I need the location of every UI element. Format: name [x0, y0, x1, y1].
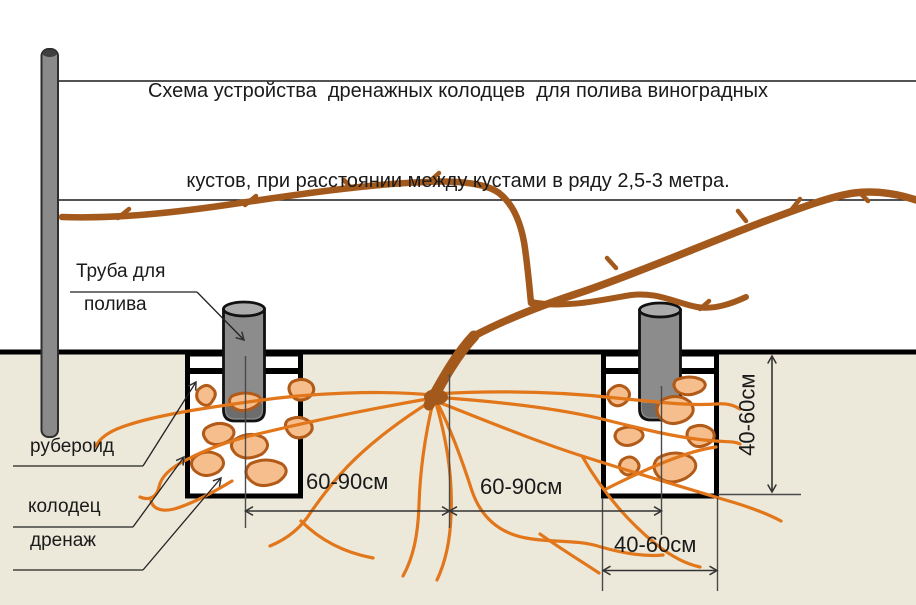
label-drainage: дренаж	[30, 530, 96, 551]
callout-leaders	[13, 291, 246, 571]
label-pipe-line1: Труба для	[76, 261, 166, 282]
trellis-wires	[50, 80, 916, 201]
title-line-1: Схема устройства дренажных колодцев для …	[147, 80, 769, 102]
root-system	[94, 390, 783, 582]
leader-ruberoid	[142, 380, 197, 467]
label-ruberoid: рубероид	[30, 436, 115, 457]
leader-well	[132, 455, 185, 528]
leader-drainage	[142, 476, 222, 571]
vine-buds	[115, 170, 871, 312]
vine-cane-left	[58, 178, 535, 307]
vine-trunk	[423, 330, 480, 411]
vine-cane-lower-right	[528, 291, 749, 311]
diagram-title: Схема устройства дренажных колодцев для …	[0, 16, 916, 256]
dim-spacing-left: 60-90см	[306, 469, 389, 494]
dimension-lines	[243, 354, 777, 576]
dim-well-depth: 40-60см	[734, 373, 760, 456]
leader-pipe	[196, 291, 246, 342]
grape-vine	[58, 170, 916, 411]
dim-spacing-right: 60-90см	[480, 474, 563, 499]
dim-well-width: 40-60см	[614, 532, 697, 557]
soil-ground	[0, 352, 916, 605]
trellis-post	[40, 48, 59, 438]
title-line-2: кустов, при расстоянии между кустами в р…	[186, 170, 730, 192]
label-pipe-line2: полива	[84, 294, 147, 315]
label-well: колодец	[28, 496, 101, 517]
